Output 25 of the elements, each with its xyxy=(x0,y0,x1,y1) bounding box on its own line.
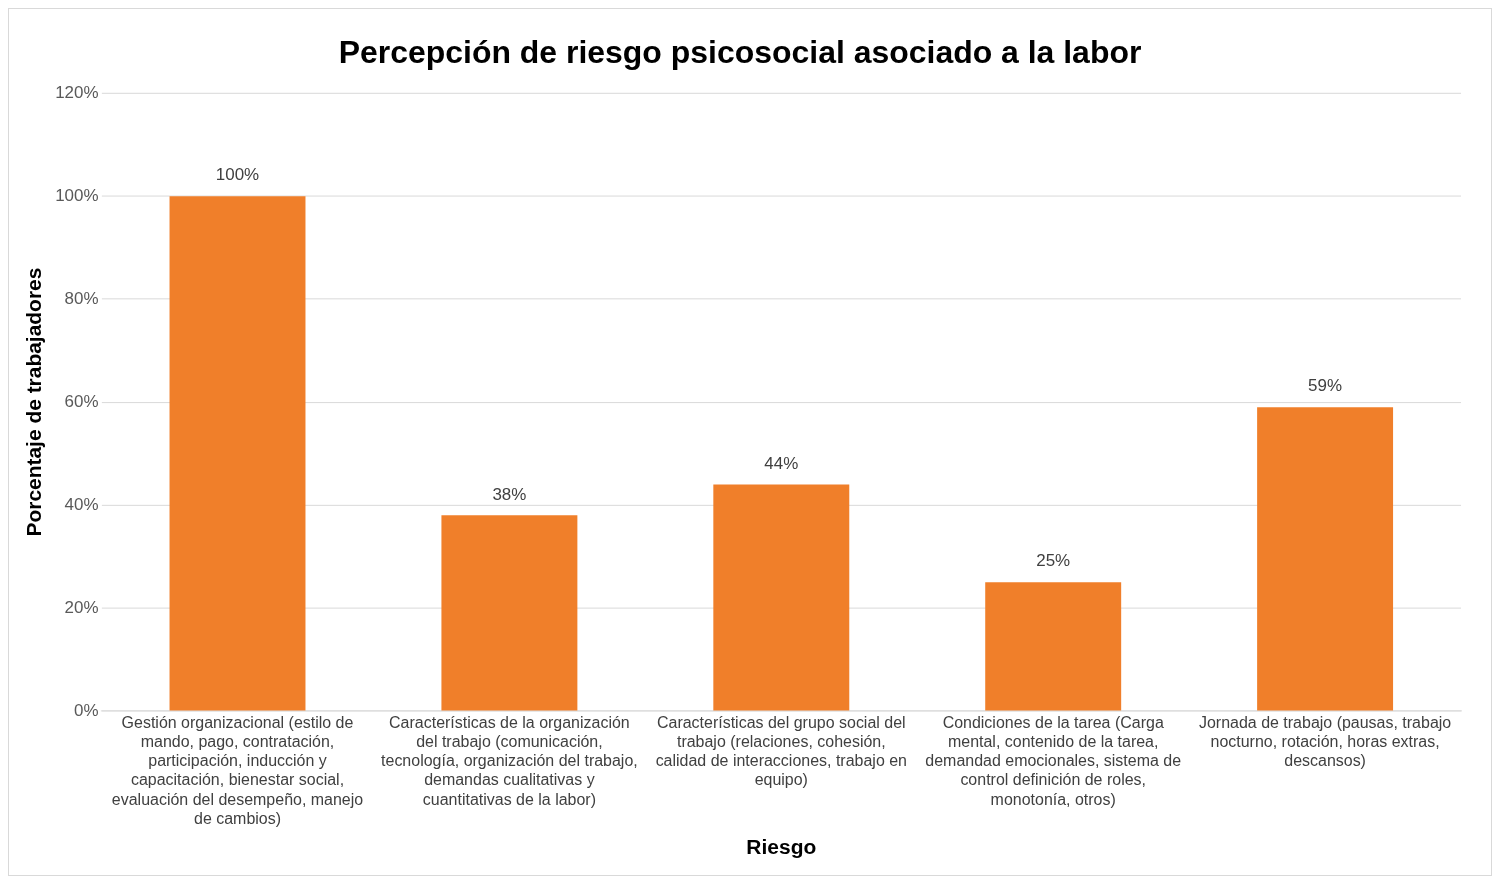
x-tick-label: Características del grupo social del trabajo (relaciones, cohesión, calidad de interacciones, trabajo en equipo) xyxy=(655,713,907,789)
x-tick-label: Gestión organizacional (estilo de mando, pago, contratación, participación, inducción y capacitación, bienestar social, evaluación del desempeño, manejo de cambios) xyxy=(111,713,364,827)
y-tick-label: 100% xyxy=(55,185,99,205)
y-axis-title: Porcentaje de trabajadores xyxy=(22,267,46,537)
y-tick-label: 80% xyxy=(64,288,99,308)
x-axis-title: Riesgo xyxy=(746,835,817,859)
x-tick-label: Características de la organización del trabajo (comunicación, tecnología, organización del trabajo, demandas cualitativas y cuantitativas de la labor) xyxy=(381,713,638,808)
bar xyxy=(713,484,850,711)
data-label: 59% xyxy=(1308,376,1343,396)
y-tick-label: 0% xyxy=(74,700,99,720)
y-tick-label: 40% xyxy=(64,494,99,514)
bar xyxy=(441,515,578,711)
chart-title: Percepción de riesgo psicosocial asociado a la labor xyxy=(338,33,1142,70)
data-label: 25% xyxy=(1036,551,1071,571)
y-tick-label: 120% xyxy=(55,82,99,102)
data-label: 44% xyxy=(764,453,799,473)
data-label: 38% xyxy=(492,484,527,504)
x-tick-label: Condiciones de la tarea (Carga mental, contenido de la tarea, demandad emocionales, sistema de control definición de roles, monotonía, otros) xyxy=(925,713,1182,808)
bar xyxy=(985,582,1122,711)
data-label: 100% xyxy=(215,165,260,185)
x-tick-label: Jornada de trabajo (pausas, trabajo nocturno, rotación, horas extras, descansos) xyxy=(1198,713,1452,770)
bar xyxy=(1257,407,1394,711)
y-tick-label: 20% xyxy=(64,597,99,617)
y-tick-label: 60% xyxy=(64,391,99,411)
bar xyxy=(169,196,306,711)
